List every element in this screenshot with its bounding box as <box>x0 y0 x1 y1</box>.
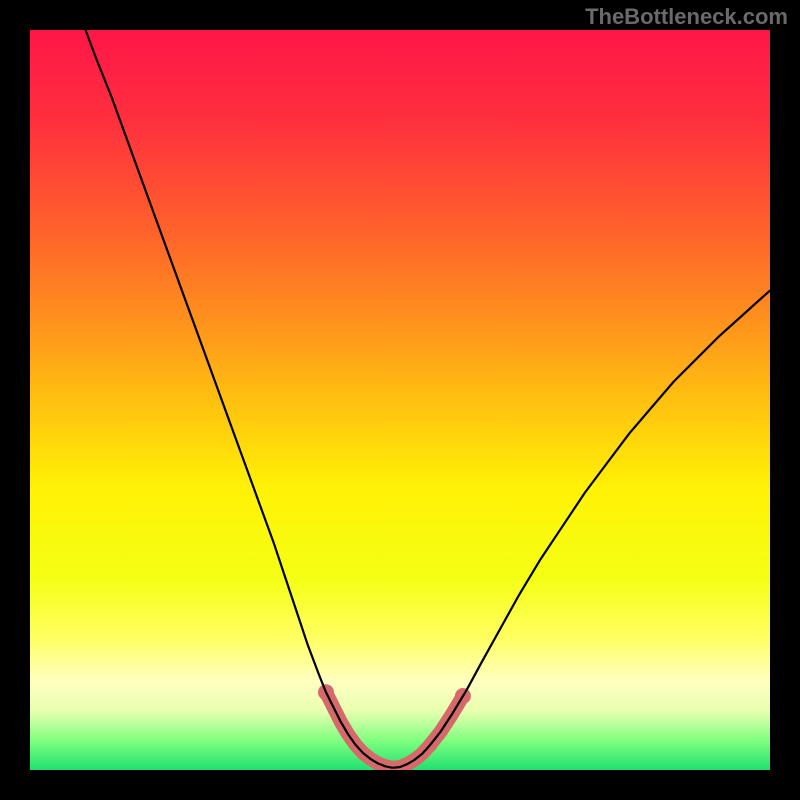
plot-area <box>30 30 770 770</box>
curve-left <box>86 30 393 768</box>
watermark-text: TheBottleneck.com <box>585 4 788 30</box>
curve-right <box>393 290 770 767</box>
curve-layer <box>30 30 770 770</box>
chart-container: TheBottleneck.com <box>0 0 800 800</box>
